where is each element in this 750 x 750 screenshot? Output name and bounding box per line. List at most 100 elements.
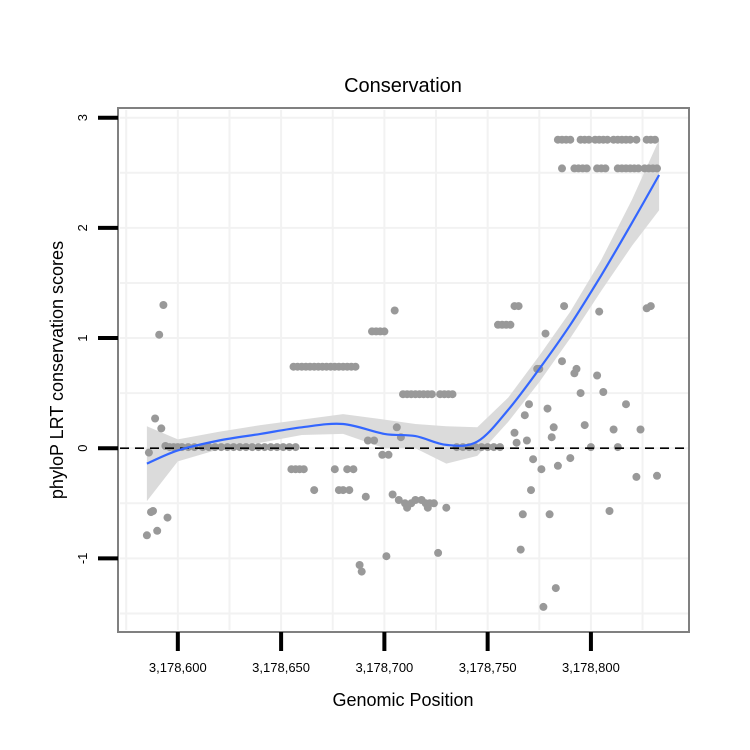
data-point — [163, 513, 172, 522]
data-point — [514, 302, 523, 311]
data-point — [483, 443, 492, 452]
data-point — [547, 433, 556, 442]
data-point — [518, 510, 527, 519]
confidence-ribbon-group — [146, 139, 660, 502]
data-point — [489, 443, 498, 452]
x-axis-title: Genomic Position — [332, 690, 473, 710]
data-point — [390, 306, 399, 315]
data-point — [204, 443, 213, 452]
data-point — [560, 302, 569, 311]
data-point — [520, 411, 529, 420]
data-point — [632, 135, 641, 144]
data-point — [380, 327, 389, 336]
data-point — [159, 301, 168, 309]
data-point — [363, 436, 372, 445]
data-point — [242, 443, 250, 452]
data-point — [153, 526, 162, 535]
data-point — [525, 400, 533, 409]
data-point — [477, 443, 486, 452]
data-point — [266, 443, 275, 452]
confidence-ribbon — [146, 139, 660, 502]
data-point — [545, 510, 554, 519]
data-point — [349, 465, 358, 474]
data-point — [157, 424, 166, 433]
data-point — [254, 443, 263, 452]
data-point — [155, 330, 164, 339]
data-point — [522, 436, 531, 445]
data-point — [361, 492, 370, 501]
data-point — [151, 414, 160, 423]
data-point — [339, 486, 348, 495]
data-point — [529, 455, 538, 464]
data-point — [549, 423, 558, 432]
data-point — [584, 135, 593, 144]
data-point — [605, 507, 614, 515]
x-tick-label: 3,178,800 — [562, 660, 620, 675]
data-point — [653, 164, 661, 173]
data-point — [411, 496, 420, 504]
data-point — [541, 329, 550, 338]
data-point — [636, 425, 645, 434]
data-point — [576, 389, 585, 398]
data-point — [496, 443, 504, 452]
data-point — [343, 465, 352, 474]
data-point — [613, 443, 622, 452]
data-point — [211, 443, 219, 452]
data-point — [651, 135, 659, 144]
data-point — [566, 454, 575, 463]
data-point — [632, 472, 641, 481]
data-point — [626, 135, 635, 144]
data-point — [516, 545, 525, 554]
y-tick-label: 3 — [75, 114, 90, 121]
data-point — [299, 465, 308, 474]
data-point — [285, 443, 294, 452]
data-point — [229, 443, 238, 452]
data-point — [142, 531, 151, 540]
x-tick-label: 3,178,650 — [252, 660, 310, 675]
data-point — [273, 443, 281, 452]
chart-title: Conservation — [344, 75, 462, 97]
y-tick-label: 2 — [75, 224, 90, 231]
data-point — [291, 443, 300, 452]
smooth-fit-line — [146, 174, 661, 465]
data-point — [310, 486, 319, 495]
data-point — [622, 400, 630, 409]
data-point — [537, 465, 546, 474]
data-point — [566, 135, 575, 144]
data-point — [279, 443, 288, 452]
y-axis-title: phyloP LRT conservation scores — [47, 241, 67, 499]
data-point — [543, 404, 552, 413]
data-point — [144, 448, 153, 457]
data-point — [370, 436, 379, 445]
data-point — [603, 135, 612, 144]
data-point — [653, 471, 661, 480]
data-point — [551, 584, 560, 593]
data-point — [448, 390, 457, 399]
data-points — [142, 135, 661, 611]
data-point — [427, 390, 436, 399]
data-point — [248, 443, 257, 452]
data-point — [512, 438, 521, 447]
data-point — [609, 425, 618, 434]
data-point — [599, 388, 608, 396]
data-point — [510, 428, 519, 437]
data-point — [593, 371, 602, 380]
data-point — [442, 503, 451, 512]
data-point — [382, 552, 391, 561]
data-point — [217, 443, 226, 452]
data-point — [357, 567, 366, 576]
data-point — [355, 561, 364, 569]
data-point — [580, 421, 589, 430]
data-point — [235, 443, 244, 452]
data-point — [558, 164, 566, 173]
data-point — [586, 443, 595, 452]
data-point — [260, 443, 269, 452]
data-point — [434, 548, 443, 557]
data-point — [527, 486, 535, 495]
grid-lines — [120, 110, 688, 630]
data-point — [601, 164, 610, 173]
x-tick-label: 3,178,700 — [355, 660, 413, 675]
y-tick-label: 1 — [75, 334, 90, 341]
data-point — [553, 461, 562, 470]
